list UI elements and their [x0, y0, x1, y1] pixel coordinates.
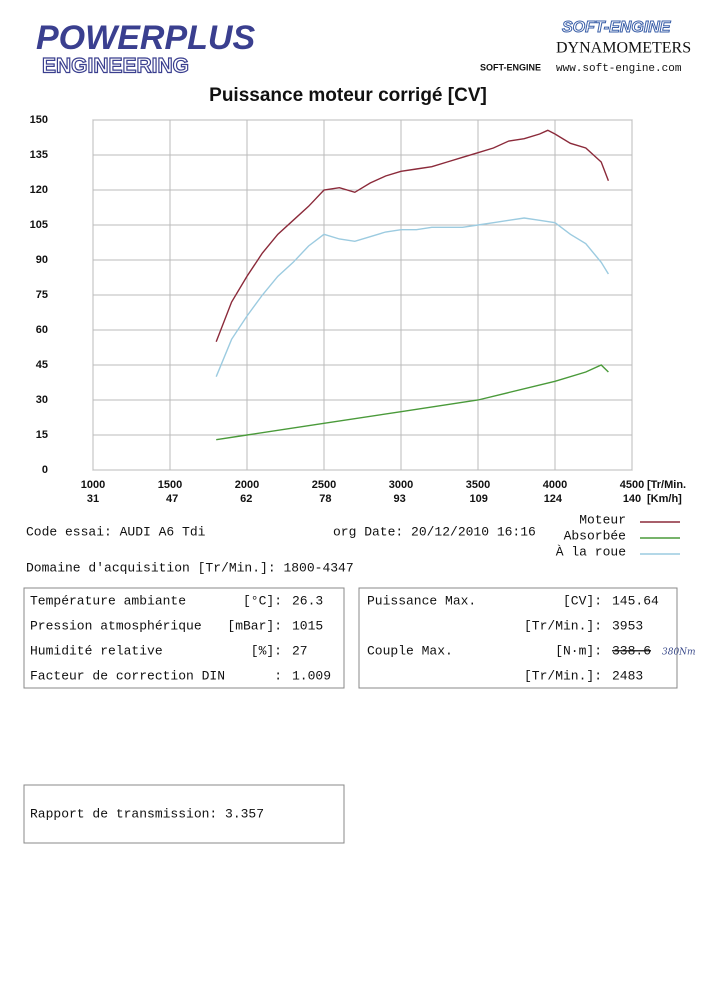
- logo-sub: DYNAMOMETERS: [556, 40, 691, 57]
- y-tick-label: 150: [30, 114, 48, 126]
- x-tick-label: 3500: [466, 479, 490, 491]
- condition-value: 1.009: [292, 668, 331, 683]
- y-tick-label: 105: [30, 219, 48, 231]
- x-tick-label: 3000: [389, 479, 413, 491]
- legend-label: Absorbée: [564, 528, 626, 543]
- y-tick-label: 90: [36, 254, 48, 266]
- condition-value: 27: [292, 643, 308, 658]
- x2-tick-label: 31: [87, 493, 99, 505]
- x-tick-label: 1500: [158, 479, 182, 491]
- condition-unit: [%]:: [251, 643, 282, 658]
- brand-sub: ENGINEERING: [42, 55, 189, 78]
- result-unit: [N·m]:: [555, 643, 602, 658]
- chart-title: Puissance moteur corrigé [CV]: [209, 85, 487, 106]
- x2-axis-label: [Km/h]: [647, 493, 682, 505]
- series-line: [216, 364, 609, 441]
- x2-tick-label: 140: [623, 493, 641, 505]
- x-tick-label: 2000: [235, 479, 259, 491]
- y-tick-label: 15: [36, 429, 48, 441]
- y-tick-label: 75: [36, 289, 48, 301]
- x-tick-label: 4500: [620, 479, 644, 491]
- x2-tick-label: 62: [240, 493, 252, 505]
- y-tick-label: 30: [36, 394, 48, 406]
- url: www.soft-engine.com: [556, 63, 682, 75]
- y-tick-label: 45: [36, 359, 48, 371]
- results-box: [358, 587, 678, 689]
- condition-label: Facteur de correction DIN: [30, 668, 225, 683]
- y-tick-label: 135: [30, 149, 48, 161]
- result-value: 145.64: [612, 593, 659, 608]
- condition-unit: :: [274, 668, 282, 683]
- transmission: Rapport de transmission: 3.357: [30, 806, 264, 821]
- acquisition-domain: Domaine d'acquisition [Tr/Min.]: 1800-43…: [26, 560, 354, 575]
- legend-label: À la roue: [556, 544, 626, 559]
- test-code: Code essai: AUDI A6 Tdi: [26, 524, 206, 539]
- condition-unit: [°C]:: [243, 593, 282, 608]
- x2-tick-label: 109: [470, 493, 488, 505]
- series-line: [215, 129, 610, 342]
- handwritten-note: 380Nm: [662, 648, 696, 658]
- x-tick-label: 4000: [543, 479, 567, 491]
- x-tick-label: 2500: [312, 479, 336, 491]
- conditions-box: [23, 587, 345, 689]
- y-tick-label: 0: [42, 464, 48, 476]
- result-value: 2483: [612, 668, 643, 683]
- x2-tick-label: 78: [319, 493, 331, 505]
- condition-value: 26.3: [292, 593, 323, 608]
- condition-value: 1015: [292, 618, 323, 633]
- legend-label: Moteur: [579, 512, 626, 527]
- transmission-box: [23, 784, 345, 844]
- info: Température ambiante [°C]: 26.3 Pression at…: [30, 593, 659, 683]
- condition-unit: [mBar]:: [227, 618, 282, 633]
- condition-label: Pression atmosphérique: [30, 618, 202, 633]
- test-date: org Date: 20/12/2010 16:16: [333, 524, 536, 539]
- x2-tick-label: 47: [166, 493, 178, 505]
- result-unit: [CV]:: [563, 593, 602, 608]
- logo: SOFT-ENGINE: [562, 19, 672, 36]
- brand: POWERPLUS: [36, 19, 255, 57]
- result-unit: [Tr/Min.]:: [524, 618, 602, 633]
- condition-label: Humidité relative: [30, 643, 163, 658]
- x-axis-label: [Tr/Min.: [647, 479, 686, 491]
- condition-label: Température ambiante: [30, 593, 186, 608]
- y-tick-label: 120: [30, 184, 48, 196]
- result-label: Couple Max.: [367, 643, 453, 658]
- x2-tick-label: 93: [393, 493, 405, 505]
- x-tick-label: 1000: [81, 479, 105, 491]
- result-label: Puissance Max.: [367, 593, 476, 608]
- y-tick-label: 60: [36, 324, 48, 336]
- logo-badge: SOFT-ENGINE: [480, 62, 541, 72]
- result-unit: [Tr/Min.]:: [524, 668, 602, 683]
- chart: 0 15 30 45 60 75 90 105 120 135 150 1000 1500 2000 250…: [30, 114, 686, 560]
- series-line: [215, 217, 609, 377]
- result-value: 3953: [612, 618, 643, 633]
- x2-tick-label: 124: [544, 493, 563, 505]
- result-value: 338.6: [612, 643, 651, 658]
